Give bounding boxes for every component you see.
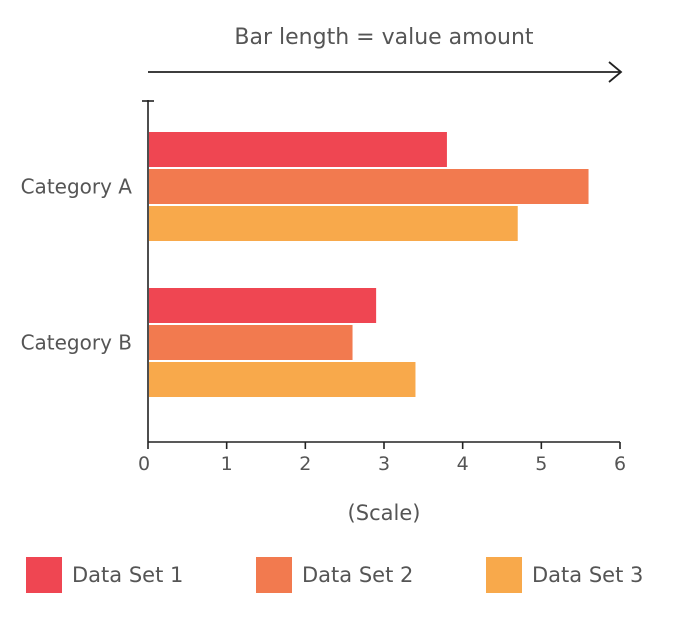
legend-item-data-set-2: Data Set 2	[256, 555, 413, 595]
x-tick-label: 4	[457, 453, 469, 475]
legend-swatch	[256, 557, 292, 593]
category-labels: Category A Category B	[21, 175, 133, 355]
legend-label: Data Set 2	[302, 563, 414, 587]
bar-chart: Bar length = value amount Category ACate…	[21, 25, 626, 525]
bar-1-2	[149, 362, 416, 397]
x-tick-label: 6	[614, 453, 626, 475]
bar-0-1	[149, 169, 589, 204]
legend-item-data-set-1: Data Set 1	[26, 555, 183, 595]
category-label: Category A	[21, 175, 133, 199]
legend-swatch	[486, 557, 522, 593]
x-axis-label: (Scale)	[348, 501, 421, 525]
legend-swatch	[26, 557, 62, 593]
legend-label: Data Set 3	[532, 563, 644, 587]
bars-group	[149, 132, 589, 397]
legend-label: Data Set 1	[72, 563, 184, 587]
bar-1-1	[149, 325, 353, 360]
bar-1-0	[149, 288, 377, 323]
x-tick-label: 2	[299, 453, 311, 475]
legend-item-data-set-3: Data Set 3	[486, 555, 643, 595]
bar-0-0	[149, 132, 447, 167]
chart-title: Bar length = value amount	[234, 25, 534, 50]
category-label: Category B	[21, 331, 132, 355]
x-tick-label: 5	[535, 453, 547, 475]
x-tick-label: 1	[221, 453, 233, 475]
x-tick-label: 3	[378, 453, 390, 475]
x-ticks: 0 1 2 3 4 5 6	[138, 442, 626, 475]
bar-0-2	[149, 206, 518, 241]
x-tick-label: 0	[138, 453, 150, 475]
direction-arrow	[148, 61, 623, 83]
legend: Data Set 1 Data Set 2 Data Set 3	[0, 555, 680, 605]
